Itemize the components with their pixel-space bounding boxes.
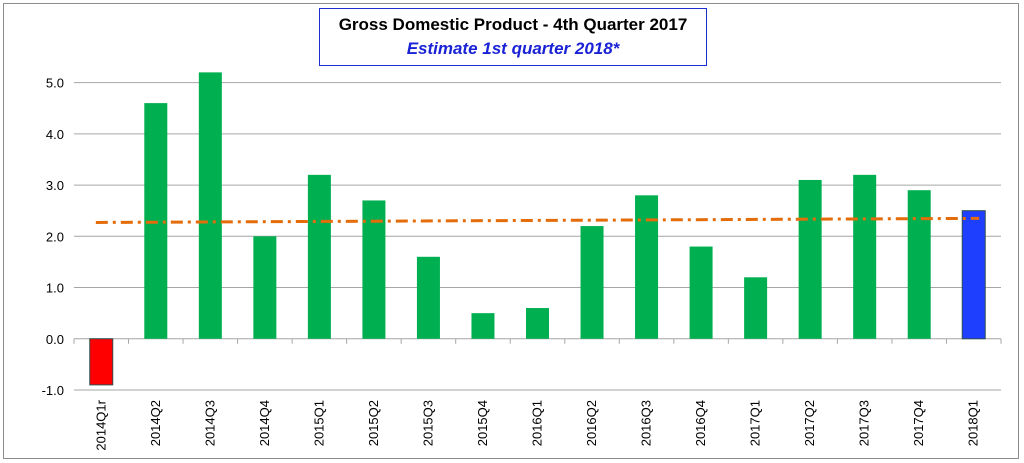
x-tick-label: 2015Q2: [366, 400, 381, 446]
bar-2015Q4: [471, 313, 495, 339]
y-tick-label: 4.0: [46, 127, 64, 142]
y-tick-label: 1.0: [46, 281, 64, 296]
bar-2017Q4: [907, 190, 931, 339]
x-tick-label: 2015Q4: [475, 400, 490, 446]
chart-title: Gross Domestic Product - 4th Quarter 201…: [338, 15, 688, 34]
x-tick-label: 2014Q2: [148, 400, 163, 446]
y-tick-label: 5.0: [46, 76, 64, 91]
x-tick-label: 2014Q4: [257, 400, 272, 446]
x-tick-label: 2018Q1: [966, 400, 981, 446]
x-tick-label: 2015Q3: [420, 400, 435, 446]
y-tick-label: 3.0: [46, 178, 64, 193]
bar-2017Q2: [798, 179, 822, 339]
bar-2017Q3: [853, 174, 877, 339]
y-tick-label: 2.0: [46, 229, 64, 244]
gridlines: [73, 82, 1002, 391]
bar-2014Q1r: [89, 338, 114, 386]
bar-2015Q2: [362, 200, 386, 339]
chart-title-box: Gross Domestic Product - 4th Quarter 201…: [319, 8, 707, 66]
x-tick-label: 2014Q1r: [93, 399, 108, 450]
chart-frame: [3, 3, 1019, 459]
y-tick-label: -1.0: [42, 383, 64, 398]
bar-2015Q3: [416, 256, 440, 339]
bar-2014Q4: [253, 236, 277, 339]
chart-subtitle: Estimate 1st quarter 2018*: [406, 39, 620, 58]
x-tick-label: 2017Q2: [802, 400, 817, 446]
bar-2017Q1: [744, 277, 768, 339]
x-tick-label: 2016Q4: [693, 400, 708, 446]
trendline-line: [95, 216, 980, 224]
bar-2016Q4: [689, 246, 713, 339]
x-axis-ticks: 2014Q1r 2014Q2 2014Q3 2014Q4 2015Q1 2015Q2 201…: [93, 399, 980, 450]
x-tick-label: 2014Q3: [202, 400, 217, 446]
bar-2014Q3: [198, 72, 222, 339]
bar-2016Q1: [526, 308, 549, 339]
x-tick-label: 2016Q1: [530, 400, 545, 446]
y-axis-ticks: -1.0 0.0 1.0 2.0 3.0 4.0 5.0: [42, 76, 64, 398]
bar-2016Q2: [580, 226, 604, 339]
trendline: [95, 216, 980, 224]
x-tick-label: 2017Q1: [748, 400, 763, 446]
x-tick-label: 2016Q2: [584, 400, 599, 446]
bar-2015Q1: [307, 174, 331, 339]
bar-2016Q3: [635, 195, 659, 339]
x-tick-label: 2017Q3: [857, 400, 872, 446]
bar-2018Q1: [961, 210, 986, 340]
x-tick-label: 2017Q4: [911, 400, 926, 446]
x-tick-label: 2016Q3: [639, 400, 654, 446]
x-tick-label: 2015Q1: [311, 400, 326, 446]
y-tick-label: 0.0: [46, 332, 64, 347]
bars: [89, 72, 986, 386]
